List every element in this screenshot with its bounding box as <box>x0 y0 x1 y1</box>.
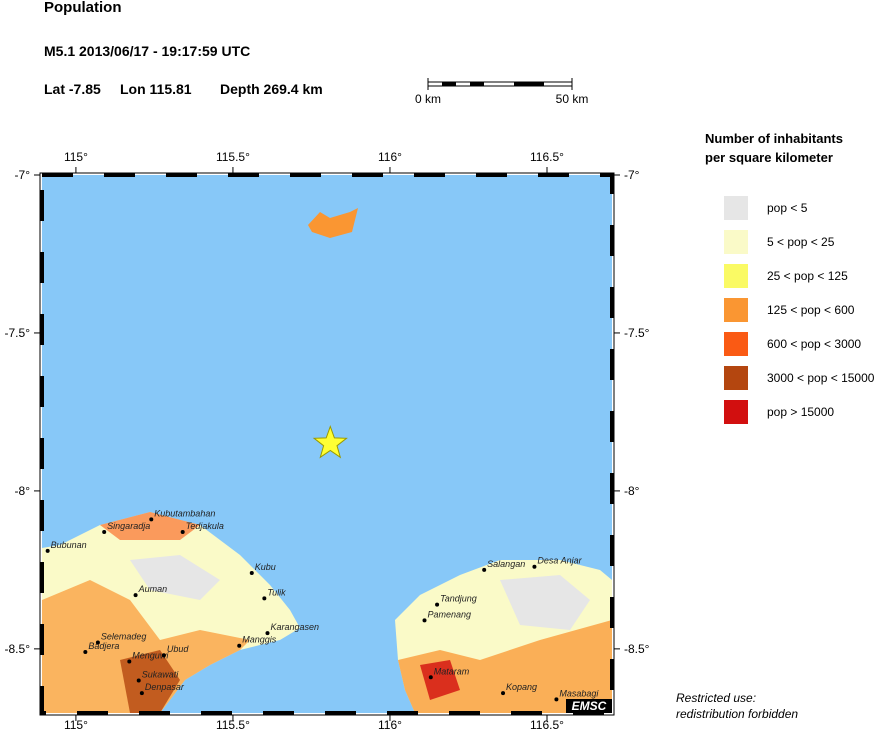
legend-title: per square kilometer <box>705 150 833 165</box>
place-label: Salangan <box>487 559 525 569</box>
lat-label: Lat -7.85 <box>44 81 101 97</box>
event-line: M5.1 2013/06/17 - 19:17:59 UTC <box>44 43 250 59</box>
lat-tick-label: -7° <box>624 168 640 182</box>
place-dot <box>435 602 440 607</box>
legend-label: pop < 5 <box>767 201 808 215</box>
place-label: Auman <box>138 584 168 594</box>
place-dot <box>532 564 537 569</box>
legend-swatch <box>724 196 748 220</box>
place-dot <box>149 517 154 522</box>
lon-tick-label: 115.5° <box>216 718 250 732</box>
place-dot <box>249 571 254 576</box>
legend-label: pop > 15000 <box>767 405 834 419</box>
place-label: Sukawati <box>142 669 180 679</box>
place-label: Tedjakula <box>186 521 224 531</box>
legend-swatch <box>724 298 748 322</box>
place-dot <box>180 529 185 534</box>
legend-swatch <box>724 264 748 288</box>
legend-swatch <box>724 332 748 356</box>
map-frame-outline <box>39 172 615 716</box>
lon-tick-label: 115° <box>64 150 88 164</box>
lat-tick-label: -8° <box>15 484 31 498</box>
place-label: Kopang <box>506 682 537 692</box>
place-dot <box>45 548 50 553</box>
brand-box <box>566 699 612 713</box>
place-label: Desa Anjar <box>537 556 582 566</box>
lat-tick-label: -7° <box>15 168 31 182</box>
title: Population <box>44 0 122 16</box>
lon-tick-label: 116° <box>378 718 402 732</box>
place-label: Masabagi <box>559 688 599 698</box>
note: Restricted use: <box>676 691 756 705</box>
place-label: Badjera <box>88 641 119 651</box>
legend-label: 125 < pop < 600 <box>767 303 855 317</box>
place-dot <box>262 596 267 601</box>
place-label: Bubunan <box>51 540 87 550</box>
depth-label: Depth 269.4 km <box>220 81 323 97</box>
legend-label: 600 < pop < 3000 <box>767 337 861 351</box>
place-dot <box>133 593 138 598</box>
place-dot <box>139 691 144 696</box>
lon-tick-label: 115° <box>64 718 88 732</box>
place-label: Mataram <box>434 666 470 676</box>
place-label: Singaradja <box>107 521 150 531</box>
land <box>42 208 612 713</box>
place-dot <box>428 675 433 680</box>
place-label: Kubu <box>255 562 276 572</box>
lon-tick-label: 116.5° <box>530 718 564 732</box>
place-dot <box>102 529 107 534</box>
scale-start: 0 km <box>415 92 441 106</box>
place-dot <box>95 640 100 645</box>
place-label: Ubud <box>167 644 190 654</box>
place-dot <box>127 659 132 664</box>
scale-end: 50 km <box>556 92 589 106</box>
place-label: Pamenang <box>428 609 472 619</box>
lon-tick-label: 116° <box>378 150 402 164</box>
place-label: Menguwi <box>132 651 169 661</box>
place-dot <box>554 697 559 702</box>
legend-label: 25 < pop < 125 <box>767 269 848 283</box>
place-label: Tandjung <box>440 594 477 604</box>
place-label: Tulik <box>267 587 286 597</box>
scale-bar <box>427 78 573 90</box>
lat-tick-label: -7.5° <box>5 326 31 340</box>
place-label: Denpasar <box>145 682 185 692</box>
legend-swatch <box>724 366 748 390</box>
lat-tick-label: -8.5° <box>624 642 650 656</box>
lat-tick-label: -8° <box>624 484 640 498</box>
legend-label: 3000 < pop < 15000 <box>767 371 875 385</box>
legend-swatch <box>724 230 748 254</box>
place-dot <box>237 643 242 648</box>
place-label: Manggis <box>242 635 277 645</box>
lat-tick-label: -7.5° <box>624 326 650 340</box>
place-dot <box>482 567 487 572</box>
brand: EMSC <box>572 699 607 713</box>
legend-swatch <box>724 400 748 424</box>
place-label: Karangasen <box>270 622 319 632</box>
place-dot <box>161 653 166 658</box>
legend-title: Number of inhabitants <box>705 131 843 146</box>
lat-tick-label: -8.5° <box>5 642 31 656</box>
place-dot <box>422 618 427 623</box>
lon-label: Lon 115.81 <box>120 81 192 97</box>
lon-tick-label: 116.5° <box>530 150 564 164</box>
place-dot <box>83 650 88 655</box>
place-dot <box>501 691 506 696</box>
place-dot <box>136 678 141 683</box>
lon-tick-label: 115.5° <box>216 150 250 164</box>
place-dot <box>265 631 270 636</box>
map-frame <box>40 173 614 715</box>
place-label: Selemadeg <box>101 632 147 642</box>
place-label: Kubutambahan <box>154 508 215 518</box>
epicenter <box>312 425 348 459</box>
legend-label: 5 < pop < 25 <box>767 235 835 249</box>
note: redistribution forbidden <box>676 707 798 721</box>
